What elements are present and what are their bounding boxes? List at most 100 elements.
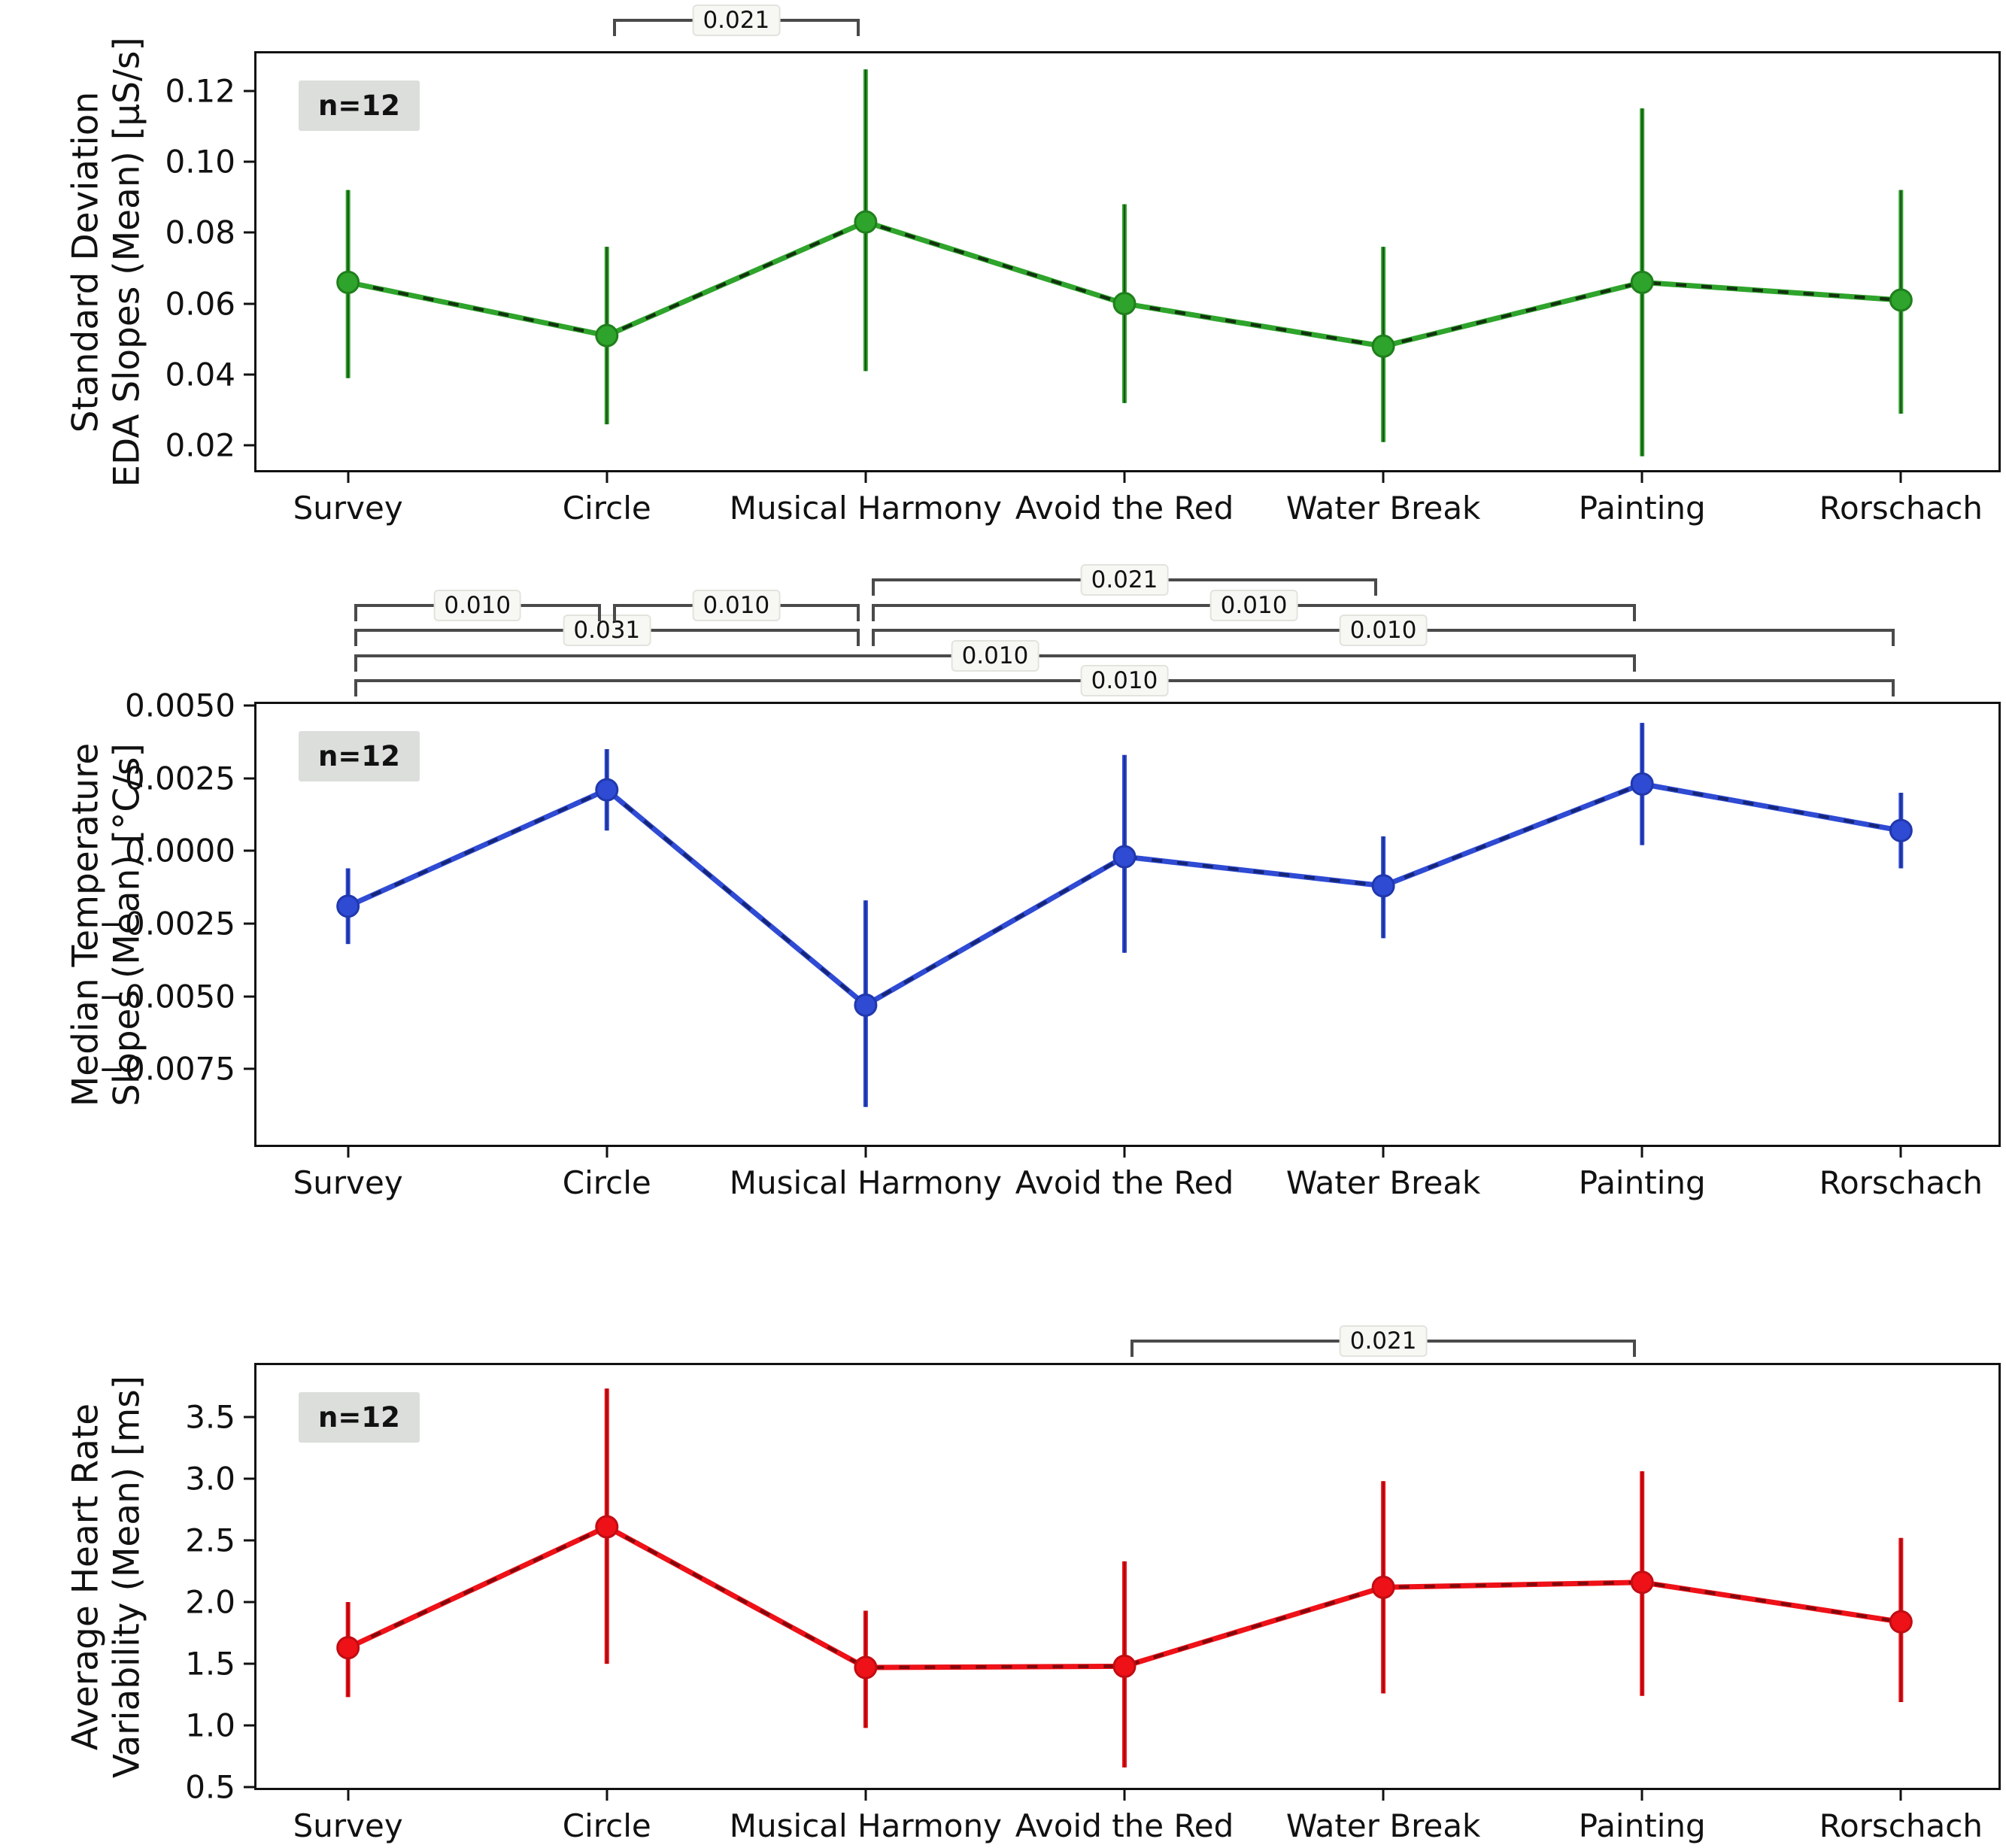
y-tick-label: 0.5 — [185, 1768, 235, 1806]
y-tick-mark — [244, 302, 256, 305]
significance-p-value-label: 0.021 — [1080, 564, 1169, 596]
data-point-marker — [595, 1515, 619, 1539]
x-category-label: Rorschach — [1819, 1807, 1983, 1844]
y-axis-title-line: Average Heart Rate — [65, 1403, 107, 1751]
y-tick-mark — [244, 373, 256, 376]
significance-bracket: 0.010 — [354, 665, 1895, 696]
y-axis-title-line: Variability (Mean) [ms] — [106, 1375, 147, 1779]
y-axis-title-eda: Standard Deviation EDA Slopes (Mean) [µS… — [65, 0, 147, 563]
significance-p-value-label: 0.021 — [1339, 1325, 1428, 1357]
x-tick-mark — [605, 470, 608, 483]
y-tick-mark — [244, 1601, 256, 1604]
x-category-label: Avoid the Red — [1015, 1807, 1234, 1844]
significance-bracket: 0.010 — [871, 589, 1637, 621]
x-category-label: Survey — [293, 1807, 403, 1844]
y-tick-label: 1.5 — [185, 1645, 235, 1683]
x-category-label: Avoid the Red — [1015, 490, 1234, 526]
data-point-marker — [854, 993, 878, 1017]
temperature-series-layer — [336, 723, 1913, 1107]
data-point-marker — [1889, 1610, 1913, 1634]
x-category-label: Painting — [1578, 1807, 1706, 1844]
significance-p-value-label: 0.010 — [433, 589, 522, 621]
x-tick-mark — [1123, 1145, 1126, 1158]
y-tick-mark — [244, 1539, 256, 1542]
plot-area-eda: n=12 0.12 0.10 0.08 0.06 0.04 0.02 Survey Circl… — [165, 5, 2001, 526]
y-axis-title-line: EDA Slopes (Mean) [µS/s] — [106, 37, 147, 487]
y-tick-mark — [244, 922, 256, 925]
y-tick-label: −0.0050 — [98, 978, 235, 1015]
y-tick-label: 0.02 — [165, 426, 235, 464]
x-tick-mark — [1640, 470, 1643, 483]
x-category-label: Avoid the Red — [1015, 1164, 1234, 1201]
data-point-marker — [1889, 288, 1913, 312]
significance-p-value-label: 0.010 — [692, 589, 781, 621]
x-category-label: Rorschach — [1819, 1164, 1983, 1201]
y-tick-mark — [244, 444, 256, 447]
y-tick-mark — [244, 1416, 256, 1419]
y-tick-mark — [244, 777, 256, 780]
significance-bracket: 0.031 — [354, 614, 860, 646]
significance-p-value-label: 0.010 — [1339, 614, 1428, 646]
y-tick-mark — [244, 231, 256, 234]
significance-bracket: 0.021 — [612, 5, 860, 36]
x-tick-mark — [1123, 470, 1126, 483]
sample-size-badge: n=12 — [299, 80, 420, 131]
data-point-marker — [1371, 874, 1395, 898]
significance-p-value-label: 0.021 — [692, 5, 781, 36]
significance-bracket: 0.021 — [1130, 1325, 1637, 1357]
x-tick-mark — [864, 1788, 867, 1801]
data-point-marker — [1112, 1654, 1137, 1678]
x-tick-mark — [1899, 1788, 1902, 1801]
significance-bracket: 0.021 — [871, 564, 1378, 596]
significance-bracket: 0.010 — [354, 639, 1637, 672]
y-tick-mark — [244, 1662, 256, 1665]
data-point-marker — [336, 1636, 360, 1660]
y-tick-mark — [244, 90, 256, 93]
x-category-label: Water Break — [1285, 1164, 1481, 1201]
y-tick-label: 0.08 — [165, 214, 235, 251]
y-tick-mark — [244, 1786, 256, 1789]
data-point-marker — [1112, 845, 1137, 869]
x-tick-mark — [1640, 1145, 1643, 1158]
y-tick-label: 0.0000 — [125, 832, 235, 869]
x-category-label: Survey — [293, 490, 403, 526]
hrv-series-layer — [336, 1388, 1913, 1768]
y-tick-label: 1.0 — [185, 1707, 235, 1744]
eda-series-layer — [336, 69, 1913, 457]
sample-size-badge: n=12 — [299, 731, 420, 781]
x-tick-mark — [1899, 1145, 1902, 1158]
x-tick-mark — [347, 470, 350, 483]
x-category-label: Circle — [562, 1164, 651, 1201]
sample-size-badge: n=12 — [299, 1392, 420, 1443]
x-category-label: Musical Harmony — [729, 1807, 1002, 1844]
y-tick-label: 0.12 — [165, 72, 235, 110]
y-tick-mark — [244, 160, 256, 163]
x-tick-mark — [864, 1145, 867, 1158]
data-point-marker — [336, 270, 360, 294]
x-tick-mark — [1382, 1788, 1385, 1801]
data-point-marker — [595, 778, 619, 802]
y-axis-title-hrv: Average Heart Rate Variability (Mean) [m… — [65, 1276, 147, 1848]
x-category-label: Musical Harmony — [729, 490, 1002, 526]
y-tick-label: 0.10 — [165, 143, 235, 181]
plot-area-temperature: n=12 0.0050 0.0025 0.0000 −0.0025 −0.0050 −0.… — [99, 564, 2001, 1201]
x-category-label: Survey — [293, 1164, 403, 1201]
x-tick-mark — [347, 1145, 350, 1158]
x-category-label: Circle — [562, 1807, 651, 1844]
x-category-label: Circle — [562, 490, 651, 526]
x-category-label: Painting — [1578, 1164, 1706, 1201]
x-tick-mark — [347, 1788, 350, 1801]
x-tick-mark — [1382, 1145, 1385, 1158]
data-point-marker — [1630, 772, 1654, 796]
y-tick-label: 0.04 — [165, 356, 235, 393]
x-category-label: Musical Harmony — [729, 1164, 1002, 1201]
data-point-marker — [854, 1655, 878, 1680]
significance-bracket: 0.010 — [612, 589, 860, 621]
data-point-marker — [595, 323, 619, 347]
x-tick-mark — [605, 1788, 608, 1801]
plot-area-hrv: n=12 3.5 3.0 2.5 2.0 1.5 1.0 0.5 Survey Circle Mu… — [185, 1325, 2001, 1844]
x-category-label: Rorschach — [1819, 490, 1983, 526]
data-point-marker — [336, 894, 360, 918]
y-tick-mark — [244, 1477, 256, 1480]
